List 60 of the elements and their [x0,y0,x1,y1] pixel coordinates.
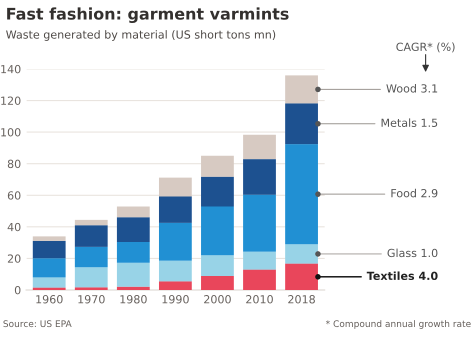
bar [158,178,192,197]
bar [116,242,150,263]
bar [74,267,108,288]
x-tick-label: 1960 [36,295,63,304]
bar [285,75,318,104]
bar [74,220,108,226]
x-tick-label: 2010 [246,295,273,304]
x-tick-label: 1980 [120,295,147,304]
y-tick-label: 120 [1,96,20,105]
chart-title: Fast fashion: garment varmints [7,7,289,23]
bar [32,258,66,278]
bar [201,255,234,276]
bar [201,156,234,177]
y-tick-label: 60 [8,191,20,200]
x-tick-label: 2018 [288,295,315,304]
bar [116,217,150,242]
x-tick-label: 1990 [162,295,189,304]
bar [243,270,276,290]
bar [116,262,150,287]
bar [285,264,318,290]
bar [158,281,192,290]
bar [74,246,108,268]
bar [158,196,192,223]
y-tick-label: 0 [14,286,20,294]
bar [285,144,318,244]
legend-title: CAGR* (%) [396,42,455,52]
bar [201,276,234,290]
bar [243,194,276,252]
bar [32,277,66,288]
chart-subtitle: Waste generated by material (US short tons mn) [6,30,276,41]
bar [243,252,276,270]
bar [116,286,150,290]
text: Metals 1.5 [382,118,438,127]
bar [32,240,66,258]
text: * Compound annual growth rate [326,320,471,329]
y-tick-label: 40 [8,222,20,232]
bar [285,103,318,144]
text: Food 2.9 [391,188,438,198]
x-tick-label: 2000 [204,295,231,304]
x-tick-label: 1970 [78,295,105,304]
bar [201,176,234,206]
text: Textiles 4.0 [366,271,438,280]
y-tick-label: 140 [1,64,20,74]
y-tick-label: 80 [8,160,20,168]
text: Glass 1.0 [388,248,438,258]
bar [285,244,318,264]
bar [74,225,108,247]
bar [32,236,66,241]
bar [158,260,192,282]
y-tick-label: 20 [8,254,20,263]
bar [201,206,234,256]
bar [74,287,108,290]
source-note: Source: US EPA [3,320,72,328]
bar [243,134,276,160]
bar [243,159,276,195]
bar [32,288,66,290]
bar [116,206,150,218]
bar [158,222,192,261]
y-tick-label: 100 [1,128,20,136]
text: Wood 3.1 [386,84,438,93]
